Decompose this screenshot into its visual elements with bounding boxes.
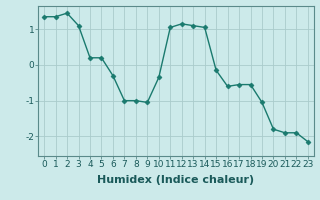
X-axis label: Humidex (Indice chaleur): Humidex (Indice chaleur): [97, 175, 255, 185]
